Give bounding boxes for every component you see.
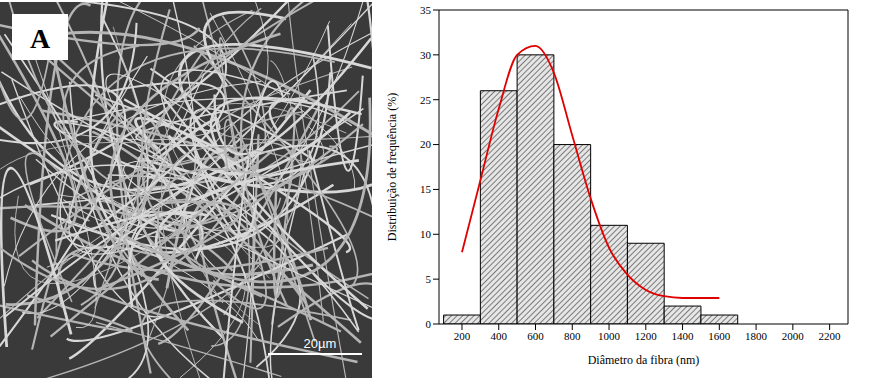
- svg-text:1800: 1800: [745, 330, 768, 342]
- svg-text:1200: 1200: [635, 330, 658, 342]
- svg-text:30: 30: [420, 49, 432, 61]
- svg-text:A: A: [30, 23, 51, 54]
- svg-text:Distribuição de frequência (%): Distribuição de frequência (%): [385, 93, 399, 241]
- svg-text:20µm: 20µm: [304, 336, 337, 351]
- svg-text:Diâmetro da fibra (nm): Diâmetro da fibra (nm): [588, 353, 700, 367]
- svg-text:800: 800: [564, 330, 581, 342]
- svg-text:5: 5: [426, 273, 432, 285]
- svg-text:25: 25: [420, 94, 432, 106]
- svg-text:0: 0: [426, 318, 432, 330]
- svg-text:1000: 1000: [598, 330, 621, 342]
- svg-text:200: 200: [454, 330, 471, 342]
- svg-text:20: 20: [420, 138, 432, 150]
- svg-text:2200: 2200: [819, 330, 842, 342]
- svg-text:15: 15: [420, 183, 432, 195]
- svg-text:1400: 1400: [672, 330, 695, 342]
- svg-text:2000: 2000: [782, 330, 805, 342]
- svg-text:35: 35: [420, 4, 432, 16]
- svg-text:1600: 1600: [708, 330, 731, 342]
- svg-text:600: 600: [527, 330, 544, 342]
- svg-text:10: 10: [420, 228, 432, 240]
- svg-text:400: 400: [490, 330, 507, 342]
